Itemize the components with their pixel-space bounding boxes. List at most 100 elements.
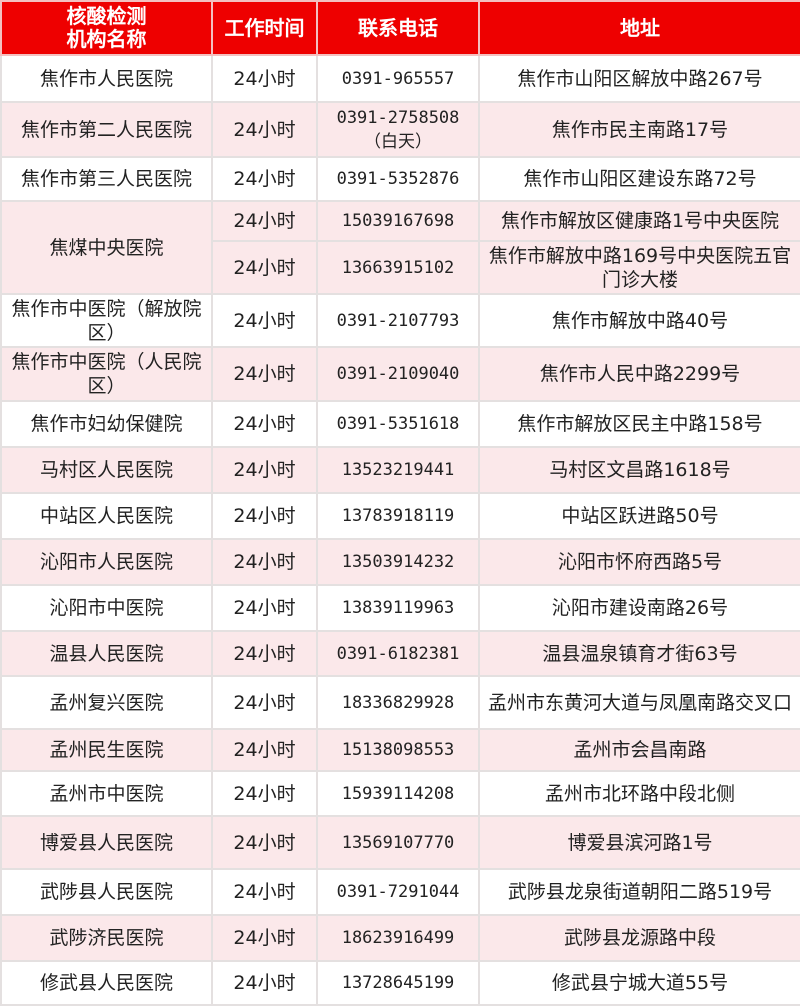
working-hours: 24小时: [211, 770, 318, 817]
address: 武陟县龙源路中段: [478, 914, 800, 962]
working-hours: 24小时: [211, 914, 318, 962]
table-row: 焦作市人民医院 24小时 0391-965557 焦作市山阳区解放中路267号: [0, 54, 800, 103]
institution-name: 修武县人民医院: [0, 960, 213, 1006]
table-row: 孟州市中医院 24小时 15939114208 孟州市北环路中段北侧: [0, 770, 800, 817]
table-row: 中站区人民医院 24小时 13783918119 中站区跃进路50号: [0, 492, 800, 540]
table-row: 博爱县人民医院 24小时 13569107770 博爱县滨河路1号: [0, 815, 800, 870]
header-address: 地址: [478, 0, 800, 56]
phone-number: 0391-5351618: [316, 400, 480, 448]
institution-name: 温县人民医院: [0, 630, 213, 677]
table-row: 焦作市第三人民医院 24小时 0391-5352876 焦作市山阳区建设东路72号: [0, 156, 800, 202]
working-hours: 24小时: [211, 960, 318, 1006]
institution-name: 孟州市中医院: [0, 770, 213, 817]
address: 焦作市人民中路2299号: [478, 346, 800, 402]
working-hours: 24小时: [211, 538, 318, 586]
working-hours: 24小时: [211, 346, 318, 402]
phone-number: 0391-5352876: [316, 156, 480, 202]
working-hours: 24小时: [211, 492, 318, 540]
address: 中站区跃进路50号: [478, 492, 800, 540]
phone-number: 13503914232: [316, 538, 480, 586]
table-row: 沁阳市人民医院 24小时 13503914232 沁阳市怀府西路5号: [0, 538, 800, 586]
working-hours: 24小时: [211, 400, 318, 448]
institution-name: 焦作市第二人民医院: [0, 101, 213, 158]
working-hours: 24小时: [211, 54, 318, 103]
table-row: 孟州复兴医院 24小时 18336829928 孟州市东黄河大道与凤凰南路交叉口: [0, 675, 800, 730]
address: 博爱县滨河路1号: [478, 815, 800, 870]
address: 焦作市解放中路169号中央医院五官门诊大楼: [478, 240, 800, 295]
address: 武陟县龙泉街道朝阳二路519号: [478, 868, 800, 916]
table-row: 武陟县人民医院 24小时 0391-7291044 武陟县龙泉街道朝阳二路519号: [0, 868, 800, 916]
working-hours: 24小时: [211, 868, 318, 916]
institution-name: 马村区人民医院: [0, 446, 213, 494]
phone-number: 0391-2107793: [316, 293, 480, 348]
institution-name: 焦作市中医院（解放院区）: [0, 293, 213, 348]
address: 焦作市民主南路17号: [478, 101, 800, 158]
phone-number: 13523219441: [316, 446, 480, 494]
working-hours: 24小时: [211, 240, 318, 295]
table-body: 焦作市人民医院 24小时 0391-965557 焦作市山阳区解放中路267号 焦作市第…: [0, 54, 800, 1006]
header-row: 核酸检测 机构名称 工作时间 联系电话 地址: [0, 0, 800, 56]
address: 孟州市北环路中段北侧: [478, 770, 800, 817]
working-hours: 24小时: [211, 584, 318, 632]
working-hours: 24小时: [211, 446, 318, 494]
table-row: 武陟济民医院 24小时 18623916499 武陟县龙源路中段: [0, 914, 800, 962]
address: 焦作市解放区民主中路158号: [478, 400, 800, 448]
header-name: 核酸检测 机构名称: [0, 0, 213, 56]
working-hours: 24小时: [211, 815, 318, 870]
phone-number: 13728645199: [316, 960, 480, 1006]
institution-name: 博爱县人民医院: [0, 815, 213, 870]
phone-number: 13569107770: [316, 815, 480, 870]
phone-number: 0391-2758508（白天）: [316, 101, 480, 158]
phone-number: 13839119963: [316, 584, 480, 632]
phone-number: 15039167698: [316, 200, 480, 242]
institution-name: 焦作市第三人民医院: [0, 156, 213, 202]
address: 修武县宁城大道55号: [478, 960, 800, 1006]
table-row: 沁阳市中医院 24小时 13839119963 沁阳市建设南路26号: [0, 584, 800, 632]
phone-number: 18623916499: [316, 914, 480, 962]
address: 焦作市山阳区解放中路267号: [478, 54, 800, 103]
phone-number: 13783918119: [316, 492, 480, 540]
table-row: 马村区人民医院 24小时 13523219441 马村区文昌路1618号: [0, 446, 800, 494]
phone-number: 0391-7291044: [316, 868, 480, 916]
address: 马村区文昌路1618号: [478, 446, 800, 494]
phone-number: 15939114208: [316, 770, 480, 817]
address: 焦作市解放区健康路1号中央医院: [478, 200, 800, 242]
table-row: 温县人民医院 24小时 0391-6182381 温县温泉镇育才街63号: [0, 630, 800, 677]
institution-name: 焦作市妇幼保健院: [0, 400, 213, 448]
phone-number: 13663915102: [316, 240, 480, 295]
working-hours: 24小时: [211, 630, 318, 677]
working-hours: 24小时: [211, 675, 318, 730]
working-hours: 24小时: [211, 293, 318, 348]
institution-name: 沁阳市人民医院: [0, 538, 213, 586]
phone-number: 15138098553: [316, 728, 480, 772]
table-row: 焦作市中医院（解放院区） 24小时 0391-2107793 焦作市解放中路40号: [0, 293, 800, 348]
table-row: 焦煤中央医院 24小时 15039167698 焦作市解放区健康路1号中央医院: [0, 200, 800, 295]
phone-number: 0391-965557: [316, 54, 480, 103]
address: 孟州市东黄河大道与凤凰南路交叉口: [478, 675, 800, 730]
institution-name: 武陟县人民医院: [0, 868, 213, 916]
table-row: 焦作市第二人民医院 24小时 0391-2758508（白天） 焦作市民主南路17号: [0, 101, 800, 158]
address: 焦作市解放中路40号: [478, 293, 800, 348]
working-hours: 24小时: [211, 156, 318, 202]
institution-name: 孟州民生医院: [0, 728, 213, 772]
address: 孟州市会昌南路: [478, 728, 800, 772]
address: 沁阳市怀府西路5号: [478, 538, 800, 586]
institution-name: 武陟济民医院: [0, 914, 213, 962]
institution-name: 焦作市中医院（人民院区）: [0, 346, 213, 402]
address: 焦作市山阳区建设东路72号: [478, 156, 800, 202]
working-hours: 24小时: [211, 728, 318, 772]
table-row: 孟州民生医院 24小时 15138098553 孟州市会昌南路: [0, 728, 800, 772]
address: 温县温泉镇育才街63号: [478, 630, 800, 677]
institution-name: 沁阳市中医院: [0, 584, 213, 632]
header-phone: 联系电话: [316, 0, 480, 56]
institution-name: 焦作市人民医院: [0, 54, 213, 103]
phone-number: 0391-2109040: [316, 346, 480, 402]
table-row: 24小时 13663915102 焦作市解放中路169号中央医院五官门诊大楼: [1, 240, 800, 295]
address: 沁阳市建设南路26号: [478, 584, 800, 632]
header-hours: 工作时间: [211, 0, 318, 56]
table-row: 焦作市妇幼保健院 24小时 0391-5351618 焦作市解放区民主中路158号: [0, 400, 800, 448]
phone-number: 18336829928: [316, 675, 480, 730]
institution-name: 孟州复兴医院: [0, 675, 213, 730]
working-hours: 24小时: [211, 101, 318, 158]
